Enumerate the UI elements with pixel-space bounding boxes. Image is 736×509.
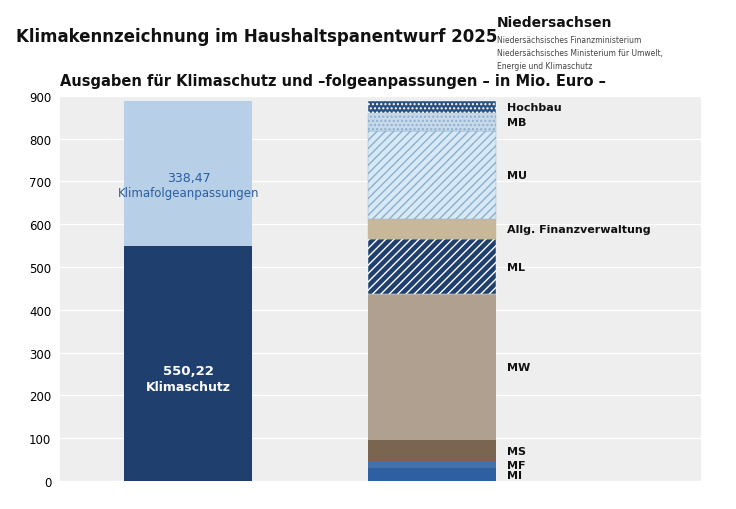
- Text: Niedersächsisches Finanzministerium
Niedersächsisches Ministerium für Umwelt,
En: Niedersächsisches Finanzministerium Nied…: [497, 36, 663, 71]
- Text: ♘: ♘: [463, 33, 482, 53]
- Text: MS: MS: [507, 446, 526, 456]
- Bar: [368, 295, 496, 440]
- Text: Klimakennzeichnung im Haushaltspanentwurf 2025: Klimakennzeichnung im Haushaltspanentwur…: [16, 28, 498, 46]
- Text: MF: MF: [507, 460, 526, 470]
- Bar: [368, 239, 496, 295]
- Text: Allg. Finanzverwaltung: Allg. Finanzverwaltung: [507, 224, 651, 234]
- Text: MU: MU: [507, 171, 527, 181]
- Bar: [368, 101, 496, 114]
- Text: Klimafolgeanpassungen: Klimafolgeanpassungen: [118, 187, 259, 200]
- Text: ML: ML: [507, 262, 526, 272]
- Text: Hochbau: Hochbau: [507, 103, 562, 112]
- Text: 338,47: 338,47: [166, 172, 210, 185]
- Text: MI: MI: [507, 470, 523, 479]
- Text: Klimaschutz: Klimaschutz: [146, 380, 231, 393]
- Bar: [124, 101, 252, 246]
- Bar: [124, 246, 252, 481]
- Text: 550,22: 550,22: [163, 364, 214, 377]
- Bar: [368, 114, 496, 132]
- Text: Niedersachsen: Niedersachsen: [497, 16, 612, 30]
- Bar: [368, 440, 496, 462]
- Bar: [368, 468, 496, 481]
- Text: Ausgaben für Klimaschutz und –folgeanpassungen – in Mio. Euro –: Ausgaben für Klimaschutz und –folgeanpas…: [60, 74, 606, 89]
- Bar: [368, 219, 496, 239]
- Text: MB: MB: [507, 118, 527, 128]
- Text: MW: MW: [507, 362, 531, 373]
- Bar: [368, 462, 496, 468]
- Bar: [368, 132, 496, 219]
